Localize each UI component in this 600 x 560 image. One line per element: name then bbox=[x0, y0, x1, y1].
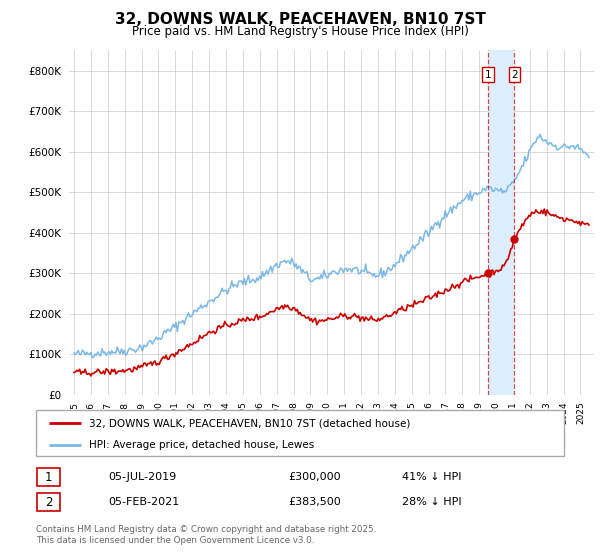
Text: 2: 2 bbox=[45, 496, 52, 509]
Text: 41% ↓ HPI: 41% ↓ HPI bbox=[402, 472, 461, 482]
Text: 28% ↓ HPI: 28% ↓ HPI bbox=[402, 497, 461, 507]
Text: 1: 1 bbox=[485, 69, 491, 80]
Text: 2: 2 bbox=[511, 69, 518, 80]
Text: Contains HM Land Registry data © Crown copyright and database right 2025.
This d: Contains HM Land Registry data © Crown c… bbox=[36, 525, 376, 545]
Text: 32, DOWNS WALK, PEACEHAVEN, BN10 7ST: 32, DOWNS WALK, PEACEHAVEN, BN10 7ST bbox=[115, 12, 485, 27]
Text: HPI: Average price, detached house, Lewes: HPI: Average price, detached house, Lewe… bbox=[89, 440, 314, 450]
Bar bbox=[488, 50, 514, 395]
Text: Price paid vs. HM Land Registry's House Price Index (HPI): Price paid vs. HM Land Registry's House … bbox=[131, 25, 469, 38]
FancyBboxPatch shape bbox=[37, 468, 60, 486]
FancyBboxPatch shape bbox=[36, 410, 564, 456]
Text: 05-JUL-2019: 05-JUL-2019 bbox=[108, 472, 176, 482]
Text: £300,000: £300,000 bbox=[288, 472, 341, 482]
Text: 32, DOWNS WALK, PEACEHAVEN, BN10 7ST (detached house): 32, DOWNS WALK, PEACEHAVEN, BN10 7ST (de… bbox=[89, 418, 410, 428]
Text: 1: 1 bbox=[45, 470, 52, 484]
Text: £383,500: £383,500 bbox=[288, 497, 341, 507]
Text: 05-FEB-2021: 05-FEB-2021 bbox=[108, 497, 179, 507]
FancyBboxPatch shape bbox=[37, 493, 60, 511]
